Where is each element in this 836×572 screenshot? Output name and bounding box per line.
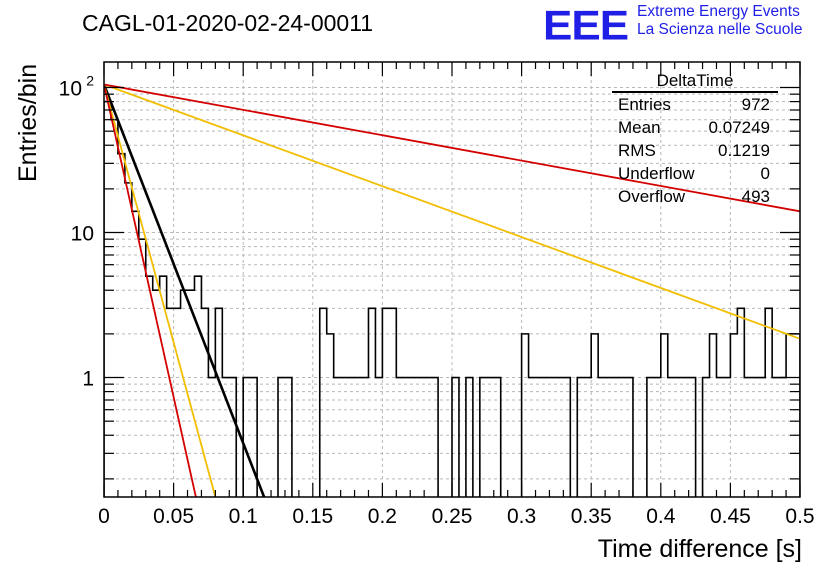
logo-caption-line2: La Scienza nelle Scuole <box>637 21 803 38</box>
stats-box: DeltaTime Entries 972 Mean 0.07249 RMS 0… <box>610 70 778 208</box>
x-tick-label: 0.05 <box>153 505 194 528</box>
stats-label: Overflow <box>618 187 686 206</box>
fit-line <box>104 84 197 497</box>
x-tick-label: 0.25 <box>432 505 473 528</box>
x-tick-label: 0.15 <box>292 505 333 528</box>
stats-label: Underflow <box>618 164 695 183</box>
stats-row-underflow: Underflow 0 <box>610 162 778 185</box>
stats-value: 0.1219 <box>718 141 770 160</box>
histogram-steps <box>104 100 800 497</box>
run-title: CAGL-01-2020-02-24-00011 <box>82 10 374 36</box>
stats-row-mean: Mean 0.07249 <box>610 116 778 139</box>
y-tick-label: 10 <box>71 223 94 246</box>
fit-line <box>104 83 800 213</box>
stats-title: DeltaTime <box>612 70 778 93</box>
y-tick-label: 1 <box>82 368 94 391</box>
x-tick-label: 0 <box>98 505 110 528</box>
stats-value: 493 <box>741 187 770 206</box>
y-axis-label: Entries/bin <box>14 63 42 182</box>
x-tick-label: 0.2 <box>368 505 397 528</box>
stats-value: 0 <box>760 164 770 183</box>
eee-logo: EEE <box>543 2 629 49</box>
fit-line <box>104 83 266 497</box>
stats-row-entries: Entries 972 <box>610 93 778 116</box>
x-tick-label: 0.4 <box>646 505 676 528</box>
x-axis-label: Time difference [s] <box>597 535 802 563</box>
stats-row-overflow: Overflow 493 <box>610 185 778 208</box>
stats-value: 972 <box>741 95 770 114</box>
stats-value: 0.07249 <box>708 118 770 137</box>
stats-label: Entries <box>618 95 671 114</box>
y-tick-label-exponent: 2 <box>86 73 94 89</box>
y-tick-label: 10 <box>59 78 82 101</box>
logo-caption: Extreme Energy Events La Scienza nelle S… <box>637 3 802 39</box>
stats-row-rms: RMS 0.1219 <box>610 139 778 162</box>
stats-label: Mean <box>618 118 661 137</box>
x-tick-label: 0.1 <box>229 505 258 528</box>
x-tick-label: 0.35 <box>571 505 612 528</box>
stats-label: RMS <box>618 141 656 160</box>
fit-line <box>104 83 800 340</box>
fit-line <box>104 84 217 497</box>
x-tick-label: 0.45 <box>710 505 751 528</box>
logo-caption-line1: Extreme Energy Events <box>637 3 800 20</box>
x-tick-label: 0.3 <box>507 505 536 528</box>
x-tick-label: 0.5 <box>785 505 814 528</box>
